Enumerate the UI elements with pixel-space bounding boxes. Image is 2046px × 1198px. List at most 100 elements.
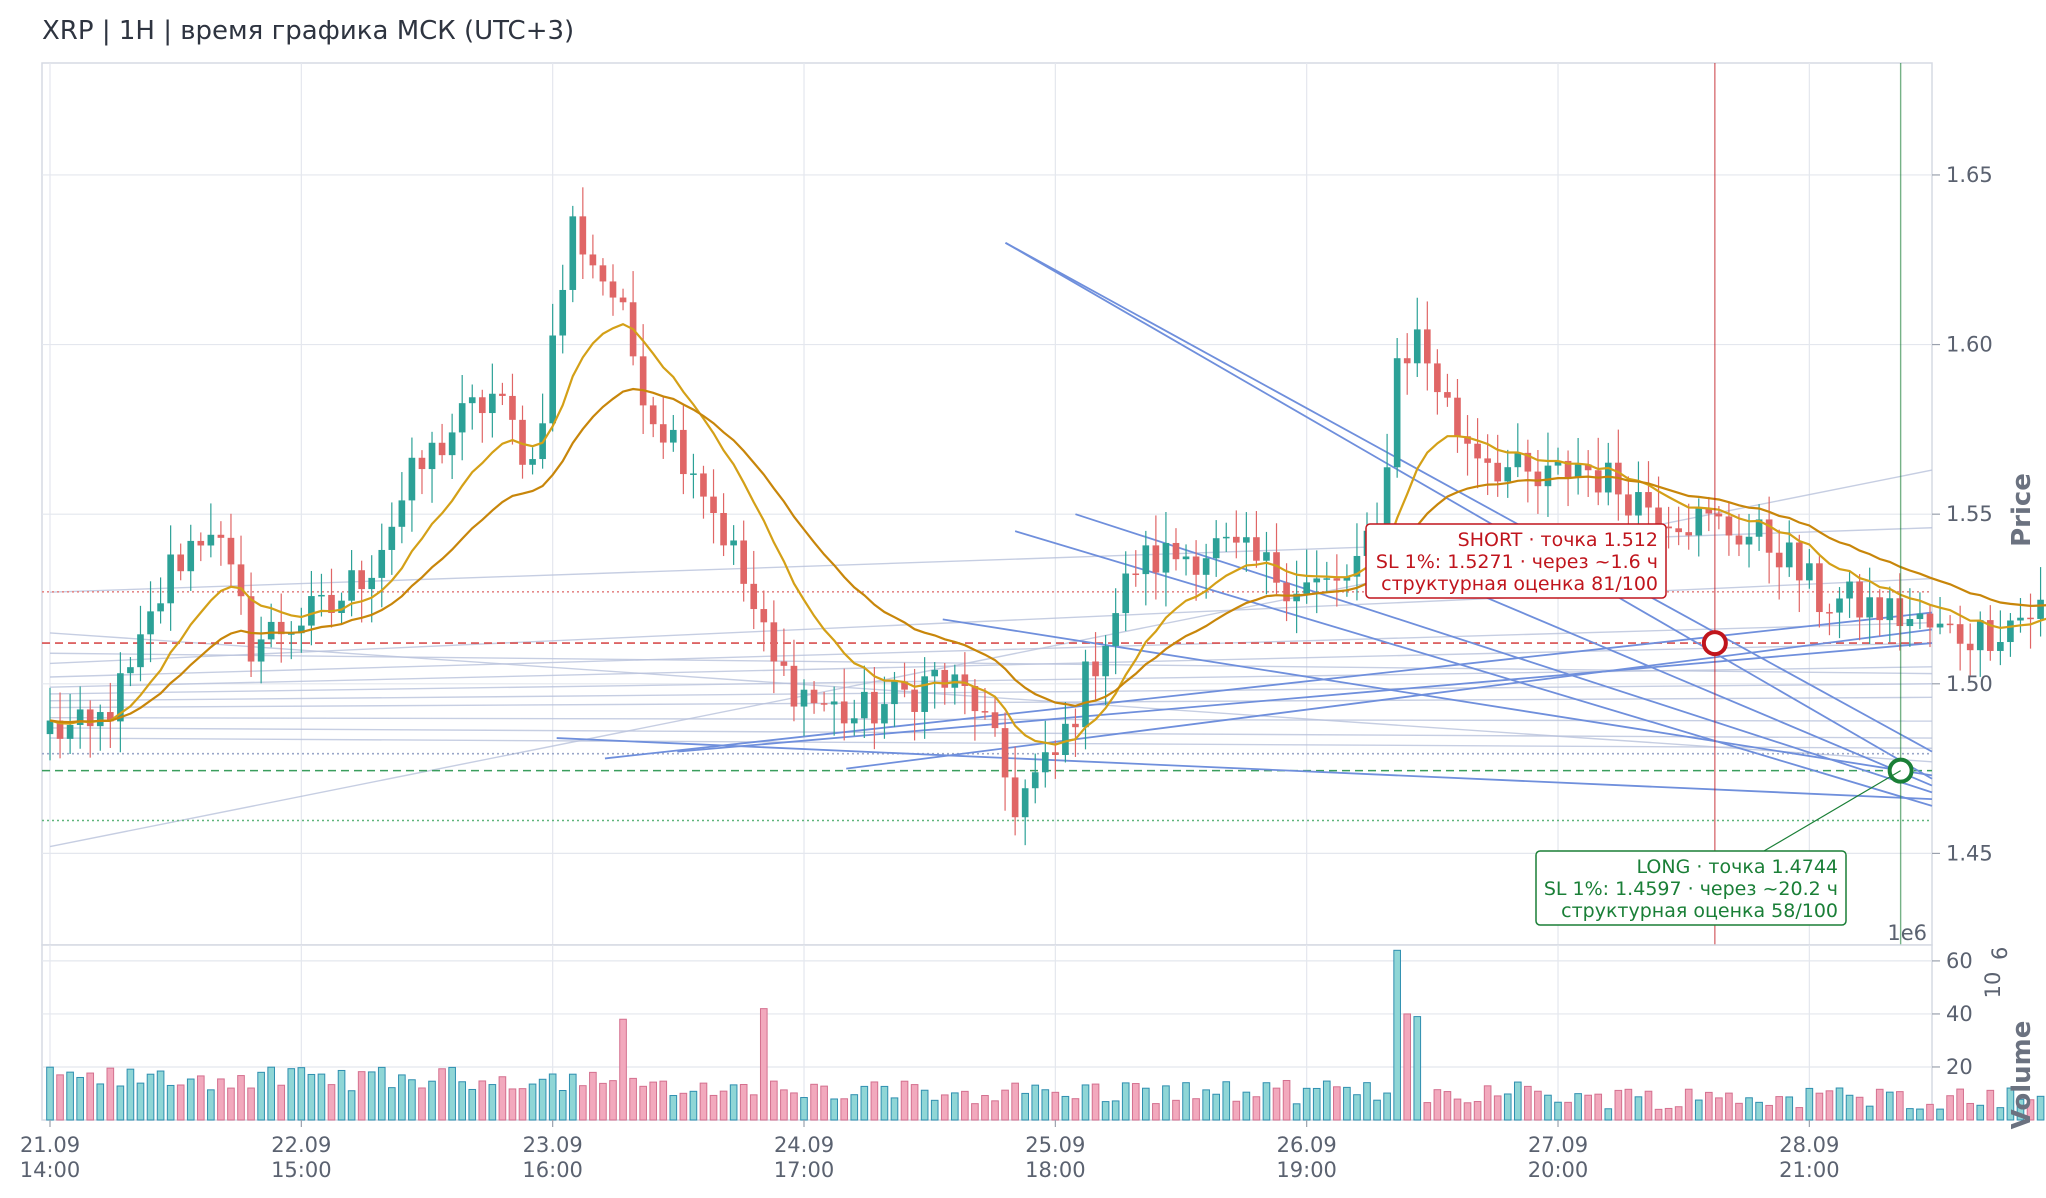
volume-bar [347, 1090, 356, 1121]
candle-body [167, 554, 174, 604]
volume-bar [1272, 1087, 1281, 1121]
volume-bar [468, 1088, 477, 1121]
candle-body [971, 686, 979, 712]
signal-markers [1701, 63, 1914, 945]
volume-bar [1202, 1089, 1210, 1121]
volume-bar [1554, 1101, 1562, 1121]
short-annotation-line: структурная оценка 81/100 [1381, 573, 1658, 595]
volume-bar [830, 1098, 838, 1121]
candle-body [368, 577, 376, 590]
candle-body [428, 442, 436, 470]
volume-bar [428, 1080, 436, 1121]
candle-body [1876, 597, 1884, 621]
volume-bar [1885, 1091, 1894, 1121]
volume-bar [548, 1073, 557, 1121]
candle-body [509, 395, 516, 420]
candle-body [1132, 573, 1140, 576]
volume-bar [1262, 1082, 1271, 1121]
volume-bar [1232, 1100, 1241, 1121]
candle-body [991, 712, 999, 729]
time-tick-time: 17:00 [774, 1158, 835, 1182]
candle-body [1534, 471, 1542, 487]
candle-body [1997, 642, 2004, 651]
volume-bar [176, 1084, 185, 1121]
price-axis-label: Price [2007, 473, 2037, 547]
candle-body [418, 457, 426, 470]
candle-body [147, 611, 154, 635]
candle-body [891, 681, 898, 705]
volume-bar [307, 1073, 316, 1121]
faint-line [49, 666, 1933, 695]
faint-line [49, 642, 1933, 688]
candle-body [348, 570, 355, 601]
volume-bar [1835, 1087, 1844, 1121]
volume-bar [820, 1085, 828, 1121]
volume-bar [1926, 1103, 1934, 1121]
candle-body [1795, 542, 1803, 581]
faint-line [49, 696, 1933, 709]
candle-body [1836, 598, 1843, 613]
volume-bar [458, 1081, 467, 1121]
candle-body [1072, 723, 1079, 728]
volume-bar [900, 1080, 909, 1121]
long-annotation-line: структурная оценка 58/100 [1561, 900, 1838, 922]
volume-bar [56, 1074, 64, 1121]
volume-bar [1564, 1101, 1572, 1121]
volume-bar [317, 1073, 326, 1121]
time-tick-date: 26.09 [1277, 1133, 1337, 1157]
volume-bar [729, 1084, 738, 1121]
candle-body [1966, 643, 1974, 651]
volume-bar [568, 1073, 577, 1121]
price-panel [41, 62, 1933, 946]
volume-bar [1644, 1090, 1653, 1121]
volume-bar [961, 1090, 969, 1121]
trend-line [556, 737, 1933, 801]
volume-bar [1906, 1108, 1914, 1121]
volume-bar [1061, 1095, 1070, 1121]
volume-bar [920, 1089, 929, 1121]
candle-body [810, 689, 818, 704]
candle-body [1554, 460, 1562, 466]
volume-tick-label: 20 [1946, 1055, 1973, 1079]
volume-bar [277, 1084, 286, 1121]
candle-body [1222, 536, 1230, 539]
volume-bar [508, 1088, 517, 1121]
candle-body [1454, 397, 1461, 437]
candle-body [1323, 578, 1331, 580]
candle-body [1243, 537, 1250, 543]
candle-body [1464, 436, 1471, 444]
long-annotation-connector [1763, 770, 1901, 852]
volume-bar [1413, 1016, 1422, 1121]
volume-bar [1101, 1101, 1110, 1121]
volume-bar [800, 1097, 808, 1121]
volume-bar [1674, 1106, 1683, 1121]
volume-bar [1011, 1082, 1019, 1121]
chart-title: XRP | 1H | время графика МСК (UTC+3) [42, 16, 574, 46]
volume-bar [387, 1087, 396, 1121]
volume-bar [1976, 1104, 1985, 1121]
candle-body [1926, 613, 1934, 628]
candle-body [499, 393, 506, 396]
candle-body [1856, 581, 1863, 618]
candle-body [267, 621, 275, 640]
short-annotation-line: SL 1%: 1.5271 · через ~1.6 ч [1376, 551, 1658, 573]
candle-body [338, 600, 345, 613]
candle-body [1102, 645, 1109, 677]
candle-body [1775, 552, 1783, 568]
volume-bar [357, 1071, 366, 1121]
volume-bar [398, 1074, 406, 1121]
time-tick-date: 22.09 [271, 1133, 331, 1157]
time-tick-date: 23.09 [523, 1133, 583, 1157]
trend-line [1005, 242, 1933, 780]
trend-line [846, 628, 1933, 770]
volume-bar [287, 1068, 296, 1121]
volume-bar [186, 1078, 195, 1121]
candle-body [790, 665, 798, 707]
volume-bar [1785, 1096, 1794, 1121]
candle-body [318, 594, 325, 597]
volume-bar [1574, 1093, 1582, 1121]
volume-tick-label: 60 [1946, 949, 1973, 973]
volume-bar [1654, 1108, 1663, 1121]
candle-body [46, 720, 54, 735]
